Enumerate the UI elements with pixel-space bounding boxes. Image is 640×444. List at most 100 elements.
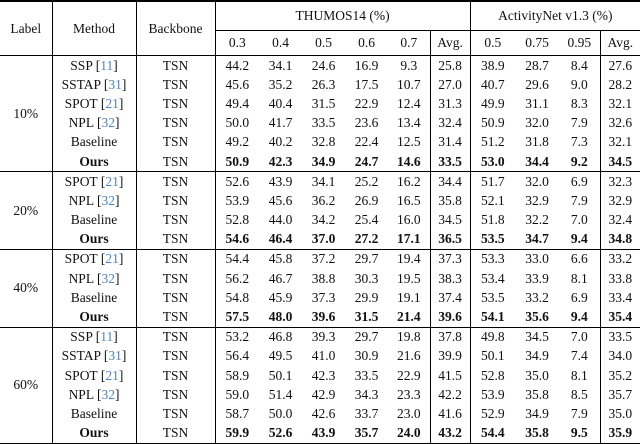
thumos-value-cell: 12.5 bbox=[388, 132, 431, 152]
citation-link[interactable]: 21 bbox=[105, 95, 119, 111]
anet-avg-cell: 34.5 bbox=[608, 153, 633, 169]
thumos-avg-cell: 37.8 bbox=[430, 327, 471, 347]
thumos-avg-cell: 31.4 bbox=[430, 132, 471, 152]
thumos-value-cell: 59.0 bbox=[225, 386, 250, 402]
method-cell: SPOT [21] bbox=[52, 171, 137, 192]
thumos-value-cell: 30.9 bbox=[354, 348, 379, 364]
anet-avg-cell: 34.8 bbox=[608, 231, 633, 247]
anet-value-cell: 52.9 bbox=[481, 405, 505, 421]
anet-value-cell: 35.6 bbox=[525, 309, 549, 325]
thumos-value-cell: 37.0 bbox=[311, 231, 336, 247]
thumos-value-cell: 12.4 bbox=[388, 94, 431, 114]
method-cell: Baseline bbox=[52, 404, 137, 424]
table-row: Ours TSN 57.5 48.0 39.6 31.5 21.4 39.6 54.1 35.6 9… bbox=[0, 307, 640, 328]
anet-value-cell: 8.1 bbox=[559, 366, 601, 386]
citation-link[interactable]: 32 bbox=[101, 115, 115, 131]
anet-value-cell: 8.4 bbox=[559, 55, 601, 76]
thumos-value-cell: 46.8 bbox=[268, 329, 293, 345]
anet-value-cell: 7.0 bbox=[559, 210, 601, 230]
citation-link[interactable]: 32 bbox=[101, 192, 115, 208]
thumos-avg-cell: 27.0 bbox=[430, 75, 471, 95]
table-row: 20% SPOT [21] TSN 52.6 43.9 34.1 25.2 16.2 34.4 5… bbox=[0, 171, 640, 250]
anet-value-cell: 35.8 bbox=[525, 425, 549, 441]
thumos-value-cell: 56.4 bbox=[225, 348, 250, 364]
thumos-value-cell: 56.2 bbox=[225, 270, 250, 286]
anet-value-cell: 53.5 bbox=[481, 231, 505, 247]
anet-value-cell: 53.3 bbox=[481, 251, 505, 267]
table-row: SPOT [21] TSN 49.4 40.4 31.5 22.9 12.4 31.3 49.9… bbox=[0, 94, 640, 114]
anet-value-cell: 53.0 bbox=[481, 153, 505, 169]
thumos-value-cell: 24.7 bbox=[354, 153, 379, 169]
anet-avg-cell: 34.0 bbox=[608, 348, 633, 364]
group-label: 10% bbox=[0, 55, 53, 172]
thumos-avg-cell: 37.4 bbox=[430, 288, 471, 308]
anet-value-cell: 50.1 bbox=[481, 348, 505, 364]
anet-value-cell: 7.9 bbox=[559, 191, 601, 211]
thumos-value-cell: 21.6 bbox=[388, 346, 431, 366]
thumos-value-cell: 43.9 bbox=[268, 173, 293, 189]
thumos-value-cell: 49.4 bbox=[225, 95, 250, 111]
citation-bracket: ] bbox=[114, 270, 120, 286]
citation-link[interactable]: 21 bbox=[105, 251, 119, 267]
anet-value-cell: 7.3 bbox=[559, 132, 601, 152]
thumos-value-cell: 24.0 bbox=[388, 423, 431, 444]
table-row: Baseline TSN 54.8 45.9 37.3 29.9 19.1 37.4 53.5 3… bbox=[0, 288, 640, 308]
anet-value-cell: 49.8 bbox=[481, 329, 505, 345]
citation-link[interactable]: 21 bbox=[105, 173, 119, 189]
anet-value-cell: 8.1 bbox=[559, 269, 601, 289]
anet-value-cell: 33.9 bbox=[525, 270, 549, 286]
citation-bracket: ] bbox=[113, 329, 118, 345]
thumos-value-cell: 50.0 bbox=[225, 115, 250, 131]
thumos-avg-cell: 34.5 bbox=[430, 210, 471, 230]
thumos-value-cell: 37.2 bbox=[311, 251, 336, 267]
table-row: SSTAP [31] TSN 45.6 35.2 26.3 17.5 10.7 27.0 40.… bbox=[0, 75, 640, 95]
thumos-value-cell: 46.7 bbox=[268, 270, 293, 286]
thumos-avg-cell: 31.3 bbox=[430, 94, 471, 114]
citation-link[interactable]: 11 bbox=[100, 329, 114, 345]
method-name: NPL [ bbox=[68, 192, 102, 208]
citation-link[interactable]: 32 bbox=[101, 386, 115, 402]
thumos-avg-cell: 36.5 bbox=[430, 229, 471, 250]
thumos-avg-cell: 41.6 bbox=[430, 404, 471, 424]
backbone-cell: TSN bbox=[136, 171, 216, 192]
table-row: Ours TSN 50.9 42.3 34.9 24.7 14.6 33.5 53.0 34.4 9… bbox=[0, 151, 640, 172]
anet-value-cell: 33.0 bbox=[525, 251, 549, 267]
anet-value-cell: 51.2 bbox=[481, 134, 505, 150]
thumos-avg-cell: 38.3 bbox=[430, 269, 471, 289]
anet-value-cell: 54.1 bbox=[481, 309, 505, 325]
method-cell: NPL [32] bbox=[52, 269, 137, 289]
anet-value-cell: 34.9 bbox=[525, 405, 549, 421]
thumos-value-cell: 25.2 bbox=[354, 173, 379, 189]
thumos-value-cell: 41.7 bbox=[268, 115, 293, 131]
thumos-value-cell: 57.5 bbox=[225, 309, 250, 325]
backbone-cell: TSN bbox=[136, 229, 216, 250]
anet-value-cell: 8.3 bbox=[559, 94, 601, 114]
anet-value-cell: 34.9 bbox=[525, 348, 549, 364]
thumos-value-cell: 45.9 bbox=[268, 289, 293, 305]
thumos-value-cell: 29.9 bbox=[354, 289, 379, 305]
thumos-value-cell: 26.3 bbox=[311, 76, 336, 92]
thumos-value-cell: 50.9 bbox=[225, 153, 250, 169]
thumos-value-cell: 34.1 bbox=[311, 173, 336, 189]
citation-link[interactable]: 32 bbox=[101, 270, 115, 286]
anet-value-cell: 8.5 bbox=[559, 385, 601, 405]
group-60%: 60% SSP [11] TSN 53.2 46.8 39.3 29.7 19.8 37.8 49… bbox=[0, 327, 640, 444]
thumos-value-cell: 26.9 bbox=[354, 192, 379, 208]
thumos-value-cell: 49.2 bbox=[225, 134, 250, 150]
thumos-value-cell: 35.2 bbox=[268, 76, 293, 92]
method-cell: Ours bbox=[52, 229, 137, 250]
thumos-value-cell: 14.6 bbox=[388, 151, 431, 172]
citation-link[interactable]: 31 bbox=[108, 76, 122, 92]
col-header-backbone: Backbone bbox=[136, 1, 216, 56]
citation-link[interactable]: 31 bbox=[108, 348, 122, 364]
method-name: SSP [ bbox=[70, 329, 101, 345]
backbone-cell: TSN bbox=[136, 385, 216, 405]
col-header-thumos-0.7: 0.7 bbox=[388, 30, 431, 56]
thumos-value-cell: 44.2 bbox=[225, 57, 250, 73]
thumos-value-cell: 19.8 bbox=[388, 327, 431, 347]
thumos-value-cell: 23.3 bbox=[388, 385, 431, 405]
citation-bracket: ] bbox=[118, 95, 124, 111]
citation-link[interactable]: 11 bbox=[100, 57, 114, 73]
citation-link[interactable]: 21 bbox=[105, 367, 119, 383]
method-cell: NPL [32] bbox=[52, 191, 137, 211]
